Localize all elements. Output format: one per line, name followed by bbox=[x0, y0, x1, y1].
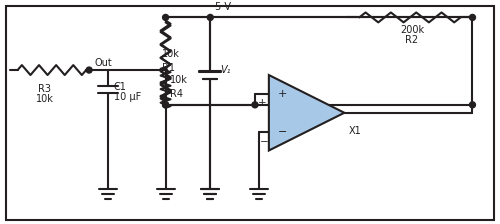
Circle shape bbox=[86, 67, 92, 73]
Text: 5 V: 5 V bbox=[215, 2, 231, 13]
Circle shape bbox=[162, 102, 168, 108]
Text: V₁: V₁ bbox=[220, 65, 230, 75]
Text: R4: R4 bbox=[170, 89, 182, 99]
Text: R3: R3 bbox=[38, 84, 51, 94]
Circle shape bbox=[252, 102, 258, 108]
Circle shape bbox=[470, 102, 476, 108]
Text: 10k: 10k bbox=[36, 94, 54, 104]
Text: −: − bbox=[260, 137, 268, 146]
Text: R2: R2 bbox=[406, 35, 418, 45]
Text: 10 μF: 10 μF bbox=[114, 92, 141, 102]
Text: +: + bbox=[258, 98, 266, 108]
Circle shape bbox=[208, 14, 214, 20]
Circle shape bbox=[162, 102, 168, 108]
Text: Out: Out bbox=[94, 58, 112, 68]
Text: X1: X1 bbox=[348, 126, 361, 136]
Text: 10k: 10k bbox=[170, 75, 188, 86]
Text: +: + bbox=[278, 89, 287, 99]
Text: −: − bbox=[278, 127, 287, 137]
Text: R1: R1 bbox=[162, 63, 174, 73]
Circle shape bbox=[162, 14, 168, 20]
Text: 10k: 10k bbox=[162, 49, 180, 59]
Text: 200k: 200k bbox=[400, 25, 424, 35]
Polygon shape bbox=[269, 75, 344, 151]
Circle shape bbox=[470, 14, 476, 20]
Text: C1: C1 bbox=[114, 82, 127, 92]
